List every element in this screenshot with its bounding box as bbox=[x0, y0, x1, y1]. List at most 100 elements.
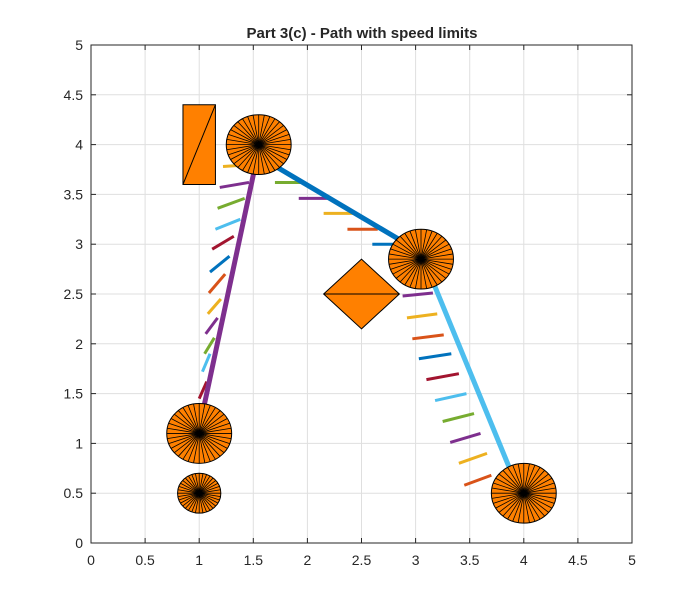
circle-spoke bbox=[395, 239, 422, 260]
circle-spoke bbox=[420, 235, 443, 260]
circle-spoke bbox=[420, 258, 447, 279]
circle-spoke bbox=[523, 492, 555, 504]
speed-limit-marker bbox=[209, 254, 231, 274]
circle-spoke bbox=[191, 474, 200, 494]
circle-spoke bbox=[258, 129, 288, 145]
circle-spoke bbox=[180, 482, 200, 494]
circle-spoke bbox=[523, 492, 556, 499]
circle-spoke bbox=[170, 433, 200, 449]
circle-spoke bbox=[199, 492, 219, 504]
circle-spoke bbox=[390, 258, 422, 270]
circle-spoke bbox=[184, 492, 200, 509]
circle-spoke bbox=[198, 433, 225, 453]
circle-spoke bbox=[523, 470, 545, 494]
speed-limit-marker bbox=[203, 337, 216, 355]
circle-spoke bbox=[258, 125, 284, 145]
circle-spoke bbox=[199, 489, 221, 494]
y-tick-label: 2.5 bbox=[64, 286, 84, 302]
circle-spoke bbox=[523, 492, 541, 520]
circle-spoke bbox=[420, 248, 452, 260]
circle-spoke bbox=[498, 492, 525, 513]
path-segment bbox=[262, 157, 417, 252]
speed-limit-marker bbox=[458, 451, 488, 465]
circle-spoke bbox=[491, 487, 524, 494]
circle-spoke bbox=[198, 474, 207, 494]
circle-spoke bbox=[414, 229, 422, 260]
circle-spoke bbox=[242, 118, 260, 145]
circle-spoke bbox=[523, 487, 556, 494]
circle-spoke bbox=[404, 258, 422, 286]
circle-spoke bbox=[258, 121, 280, 145]
speed-limit-marker bbox=[434, 392, 467, 403]
circle-spoke bbox=[198, 493, 204, 513]
circle-spoke bbox=[420, 258, 438, 286]
speed-limit-marker bbox=[214, 217, 241, 231]
circle-spoke bbox=[258, 139, 291, 145]
circle-spoke bbox=[258, 144, 271, 173]
circle-spoke bbox=[523, 493, 536, 522]
circle-spoke bbox=[178, 433, 200, 457]
circle-spoke bbox=[199, 482, 219, 494]
circle-spoke bbox=[182, 407, 200, 434]
circle-spoke bbox=[258, 144, 284, 165]
circle-spoke bbox=[517, 463, 525, 494]
circle-spoke bbox=[199, 492, 221, 498]
circle-spoke bbox=[420, 258, 454, 265]
circle-spoke bbox=[193, 403, 200, 434]
circle-spoke bbox=[414, 259, 422, 289]
circle-spoke bbox=[167, 433, 200, 440]
circle-spoke bbox=[258, 118, 276, 145]
circle-spoke bbox=[177, 489, 200, 494]
circle-spoke bbox=[258, 116, 271, 145]
circle-spoke bbox=[388, 258, 422, 265]
path-segment bbox=[429, 278, 514, 473]
y-tick-label: 0.5 bbox=[64, 485, 84, 501]
circle-spoke bbox=[523, 477, 553, 494]
circle-spoke bbox=[198, 410, 221, 434]
circle-spoke bbox=[182, 480, 200, 494]
circle-spoke bbox=[258, 134, 290, 145]
x-tick-label: 4 bbox=[520, 552, 528, 568]
circle-spoke bbox=[409, 258, 422, 288]
circle-spoke bbox=[252, 115, 260, 145]
circle-spoke bbox=[198, 433, 211, 462]
y-tick-label: 2 bbox=[75, 336, 83, 352]
x-tick-labels: 0 0.5 1 1.5 2 2.5 3 3.5 4 4.5 5 bbox=[87, 552, 636, 568]
x-tick-label: 1 bbox=[195, 552, 203, 568]
speed-limit-marker bbox=[219, 180, 250, 189]
circle-spoke bbox=[392, 258, 422, 275]
circle-spoke bbox=[226, 139, 259, 145]
circle-spoke bbox=[399, 258, 422, 283]
circle-spoke bbox=[199, 433, 228, 449]
speed-limit-marker bbox=[217, 196, 246, 210]
speed-limit-marker bbox=[442, 412, 475, 423]
circle-spoke bbox=[523, 492, 553, 509]
circle-spoke bbox=[182, 433, 200, 460]
circle-spoke bbox=[233, 144, 259, 165]
speed-limit-marker bbox=[449, 432, 481, 444]
x-tick-label: 0.5 bbox=[135, 552, 155, 568]
axes-frame bbox=[90, 44, 633, 544]
x-tick-label: 0 bbox=[87, 552, 95, 568]
speed-limit-marker bbox=[412, 333, 444, 341]
circle-spoke bbox=[198, 492, 211, 511]
circle-spoke bbox=[188, 475, 200, 494]
path-segment bbox=[200, 149, 262, 415]
circle-spoke bbox=[258, 144, 276, 171]
circle-spoke bbox=[187, 405, 200, 434]
circle-spoke bbox=[198, 433, 221, 457]
circle-spoke bbox=[199, 433, 232, 440]
obstacle-diagonal bbox=[182, 104, 216, 185]
circle-spoke bbox=[523, 492, 545, 517]
x-tick-label: 1.5 bbox=[244, 552, 264, 568]
circle-spoke bbox=[502, 470, 525, 494]
speed-limit-marker bbox=[211, 234, 235, 251]
circle-spoke bbox=[198, 407, 216, 434]
speed-limit-marker bbox=[402, 291, 434, 298]
speed-limit-marker bbox=[463, 473, 492, 487]
circle-spoke bbox=[199, 486, 220, 494]
circle-spoke bbox=[420, 259, 428, 289]
y-tick-label: 4 bbox=[75, 137, 83, 153]
circle-obstacle bbox=[166, 403, 233, 464]
circle-spoke bbox=[517, 493, 525, 523]
